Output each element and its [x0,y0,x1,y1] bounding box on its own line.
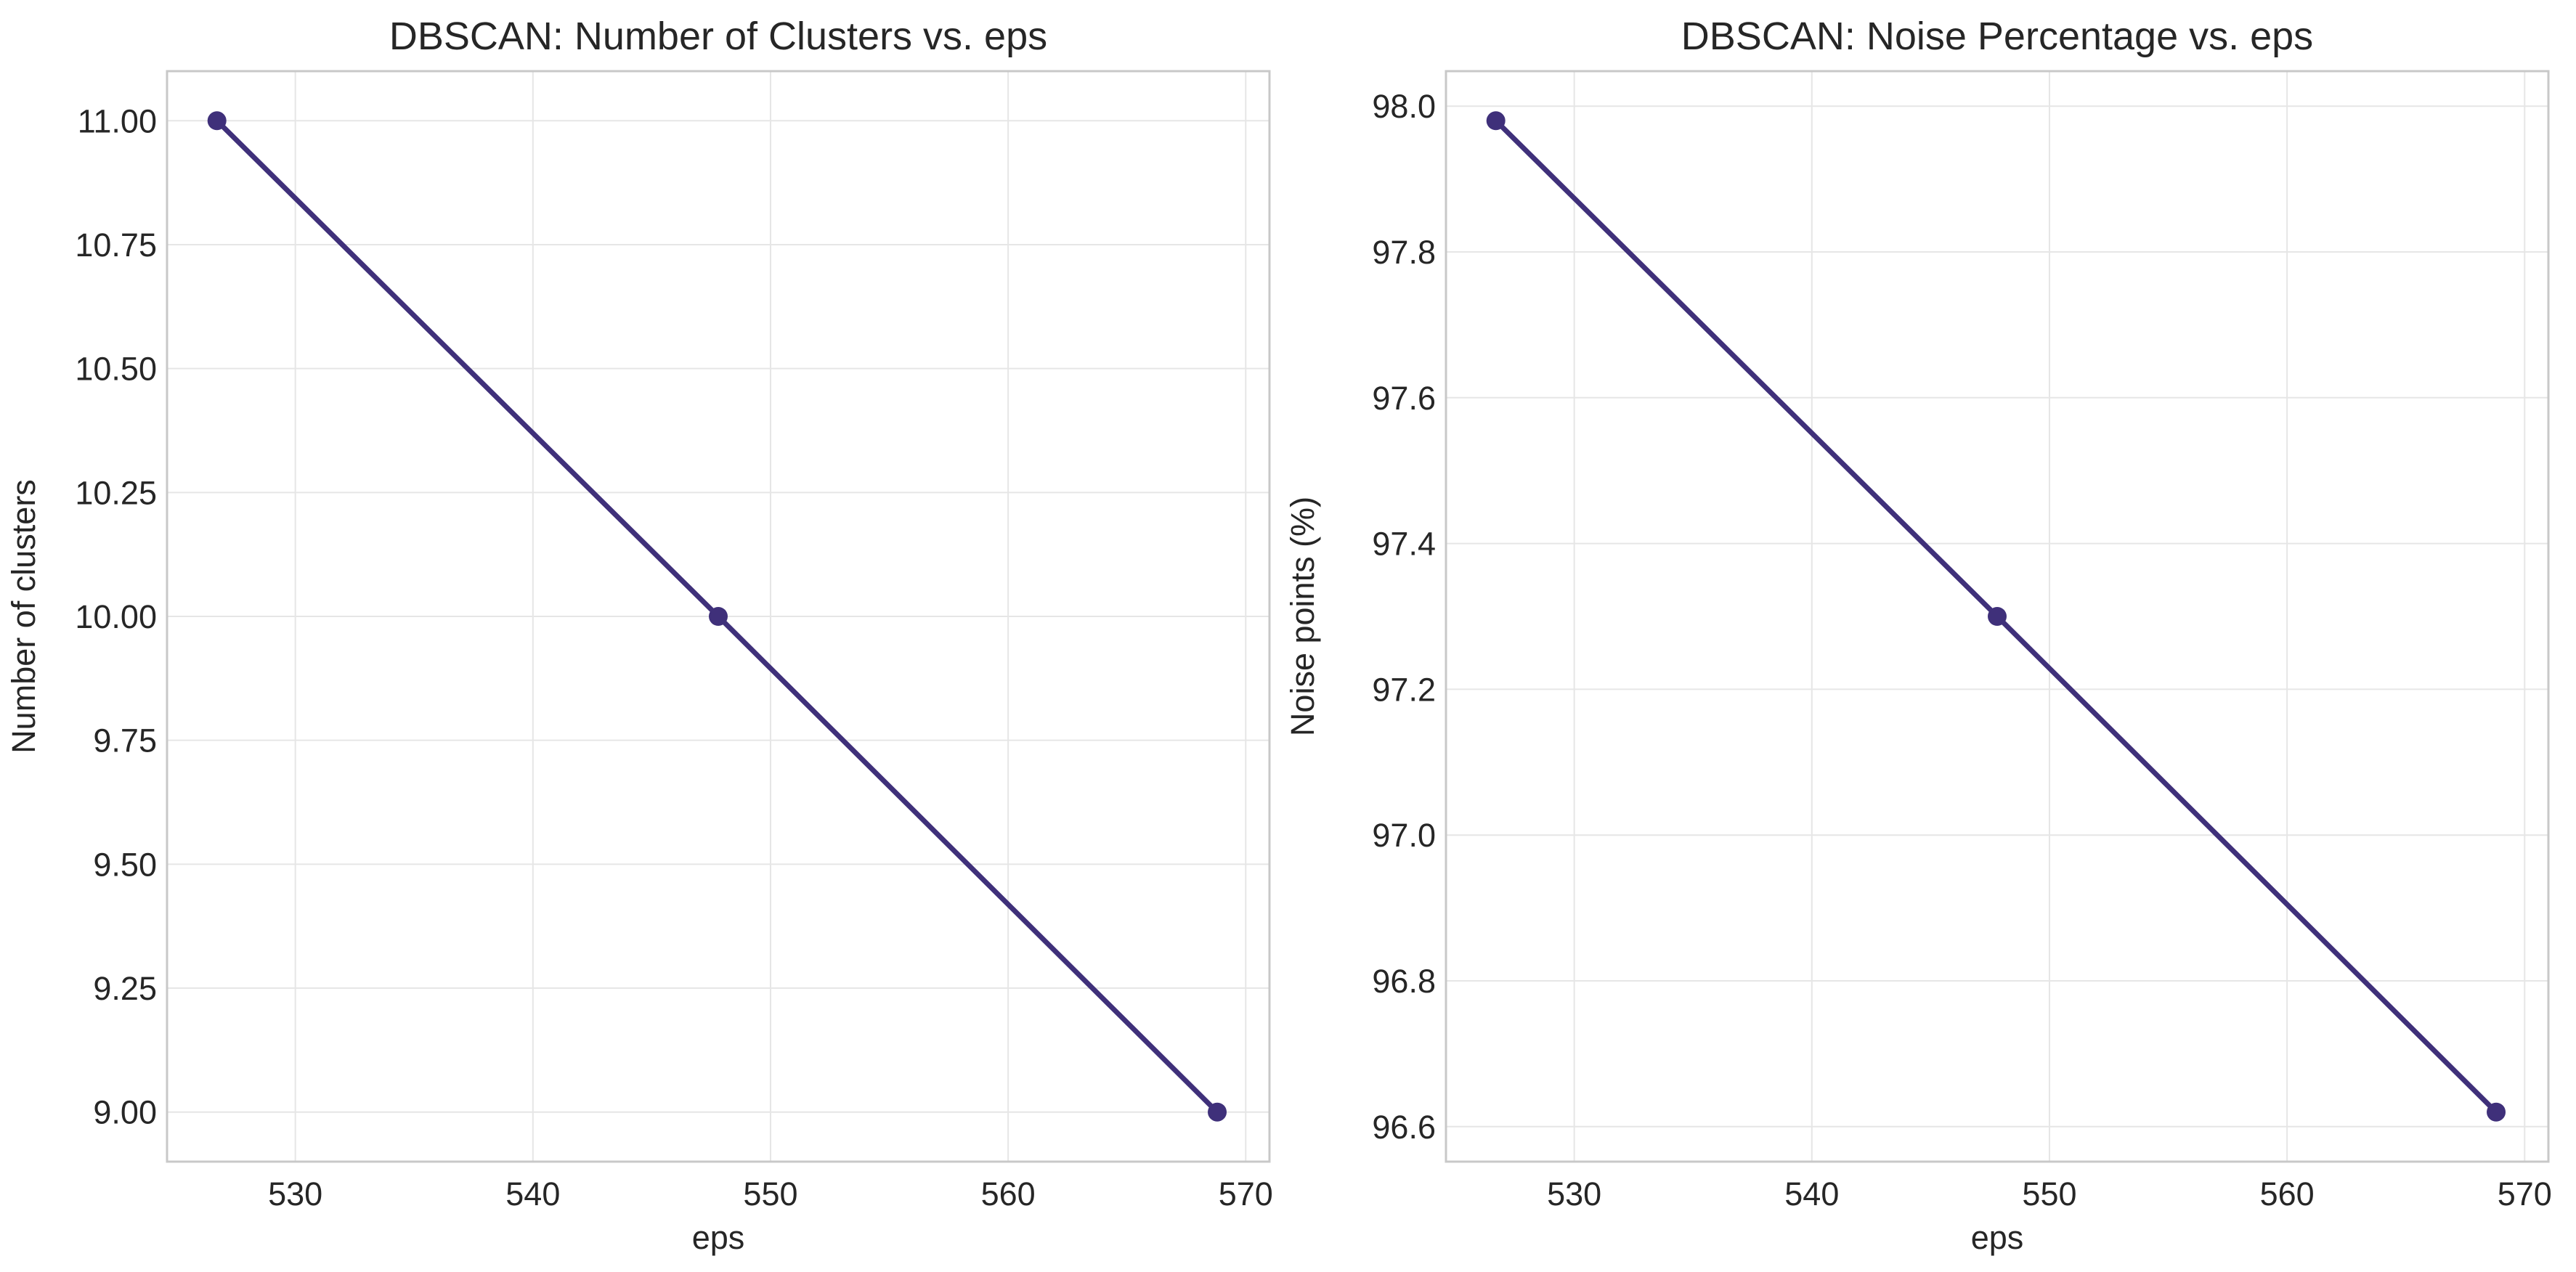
chart-noise-vs-eps: 530 540 550 560 570 96.6 96.8 97.0 97.2 97.4 97.6… [1284,15,2552,1256]
y-tick-label: 97.4 [1372,526,1436,563]
gridlines [167,71,1269,1162]
x-tick-label: 530 [268,1175,322,1212]
chart-title: DBSCAN: Number of Clusters vs. eps [389,15,1047,58]
y-tick-label: 10.50 [75,351,157,388]
x-tick-label: 530 [1547,1175,1601,1212]
data-point [709,607,728,626]
x-tick-label: 540 [1784,1175,1839,1212]
x-tick-labels: 530 540 550 560 570 [268,1175,1273,1212]
data-point [1486,111,1506,131]
chart-title: DBSCAN: Noise Percentage vs. eps [1681,15,2313,58]
x-tick-label: 560 [981,1175,1036,1212]
x-tick-label: 570 [2498,1175,2552,1212]
y-tick-label: 9.25 [93,970,157,1007]
gridlines [1446,71,2548,1162]
y-tick-labels: 9.00 9.25 9.50 9.75 10.00 10.25 10.50 10.75 11.0… [75,102,157,1130]
x-axis-label: eps [1971,1219,2024,1256]
y-tick-label: 96.6 [1372,1109,1436,1146]
data-point [207,111,227,131]
x-tick-label: 570 [1219,1175,1273,1212]
plot-frame [166,70,1271,1163]
data-point [1988,607,2007,626]
y-tick-label: 9.75 [93,722,157,759]
y-tick-label: 10.00 [75,598,157,635]
y-tick-label: 96.8 [1372,963,1436,1000]
y-tick-label: 9.50 [93,846,157,883]
y-tick-label: 11.00 [78,102,157,139]
plot-frame [1445,70,2550,1163]
x-tick-labels: 530 540 550 560 570 [1547,1175,2552,1212]
y-tick-label: 97.2 [1372,671,1436,708]
y-axis-label: Noise points (%) [1284,497,1321,736]
chart-clusters-vs-eps: 530 540 550 560 570 9.00 9.25 9.50 9.75 10.00 10.… [5,15,1273,1256]
x-tick-label: 550 [743,1175,797,1212]
y-tick-label: 98.0 [1372,88,1436,125]
data-point [1208,1102,1227,1122]
y-axis-label: Number of clusters [5,479,42,754]
y-tick-label: 97.8 [1372,234,1436,271]
y-tick-label: 10.25 [75,474,157,511]
x-tick-label: 540 [505,1175,560,1212]
series-marks [207,111,1227,1122]
x-tick-label: 550 [2022,1175,2076,1212]
y-tick-label: 9.00 [93,1094,157,1131]
data-point [2487,1102,2506,1122]
y-tick-label: 97.6 [1372,380,1436,417]
series-marks [1486,111,2506,1122]
x-tick-label: 560 [2260,1175,2315,1212]
y-tick-labels: 96.6 96.8 97.0 97.2 97.4 97.6 97.8 98.0 [1372,88,1436,1146]
y-tick-label: 10.75 [75,227,157,264]
y-tick-label: 97.0 [1372,817,1436,854]
x-axis-label: eps [692,1219,745,1256]
